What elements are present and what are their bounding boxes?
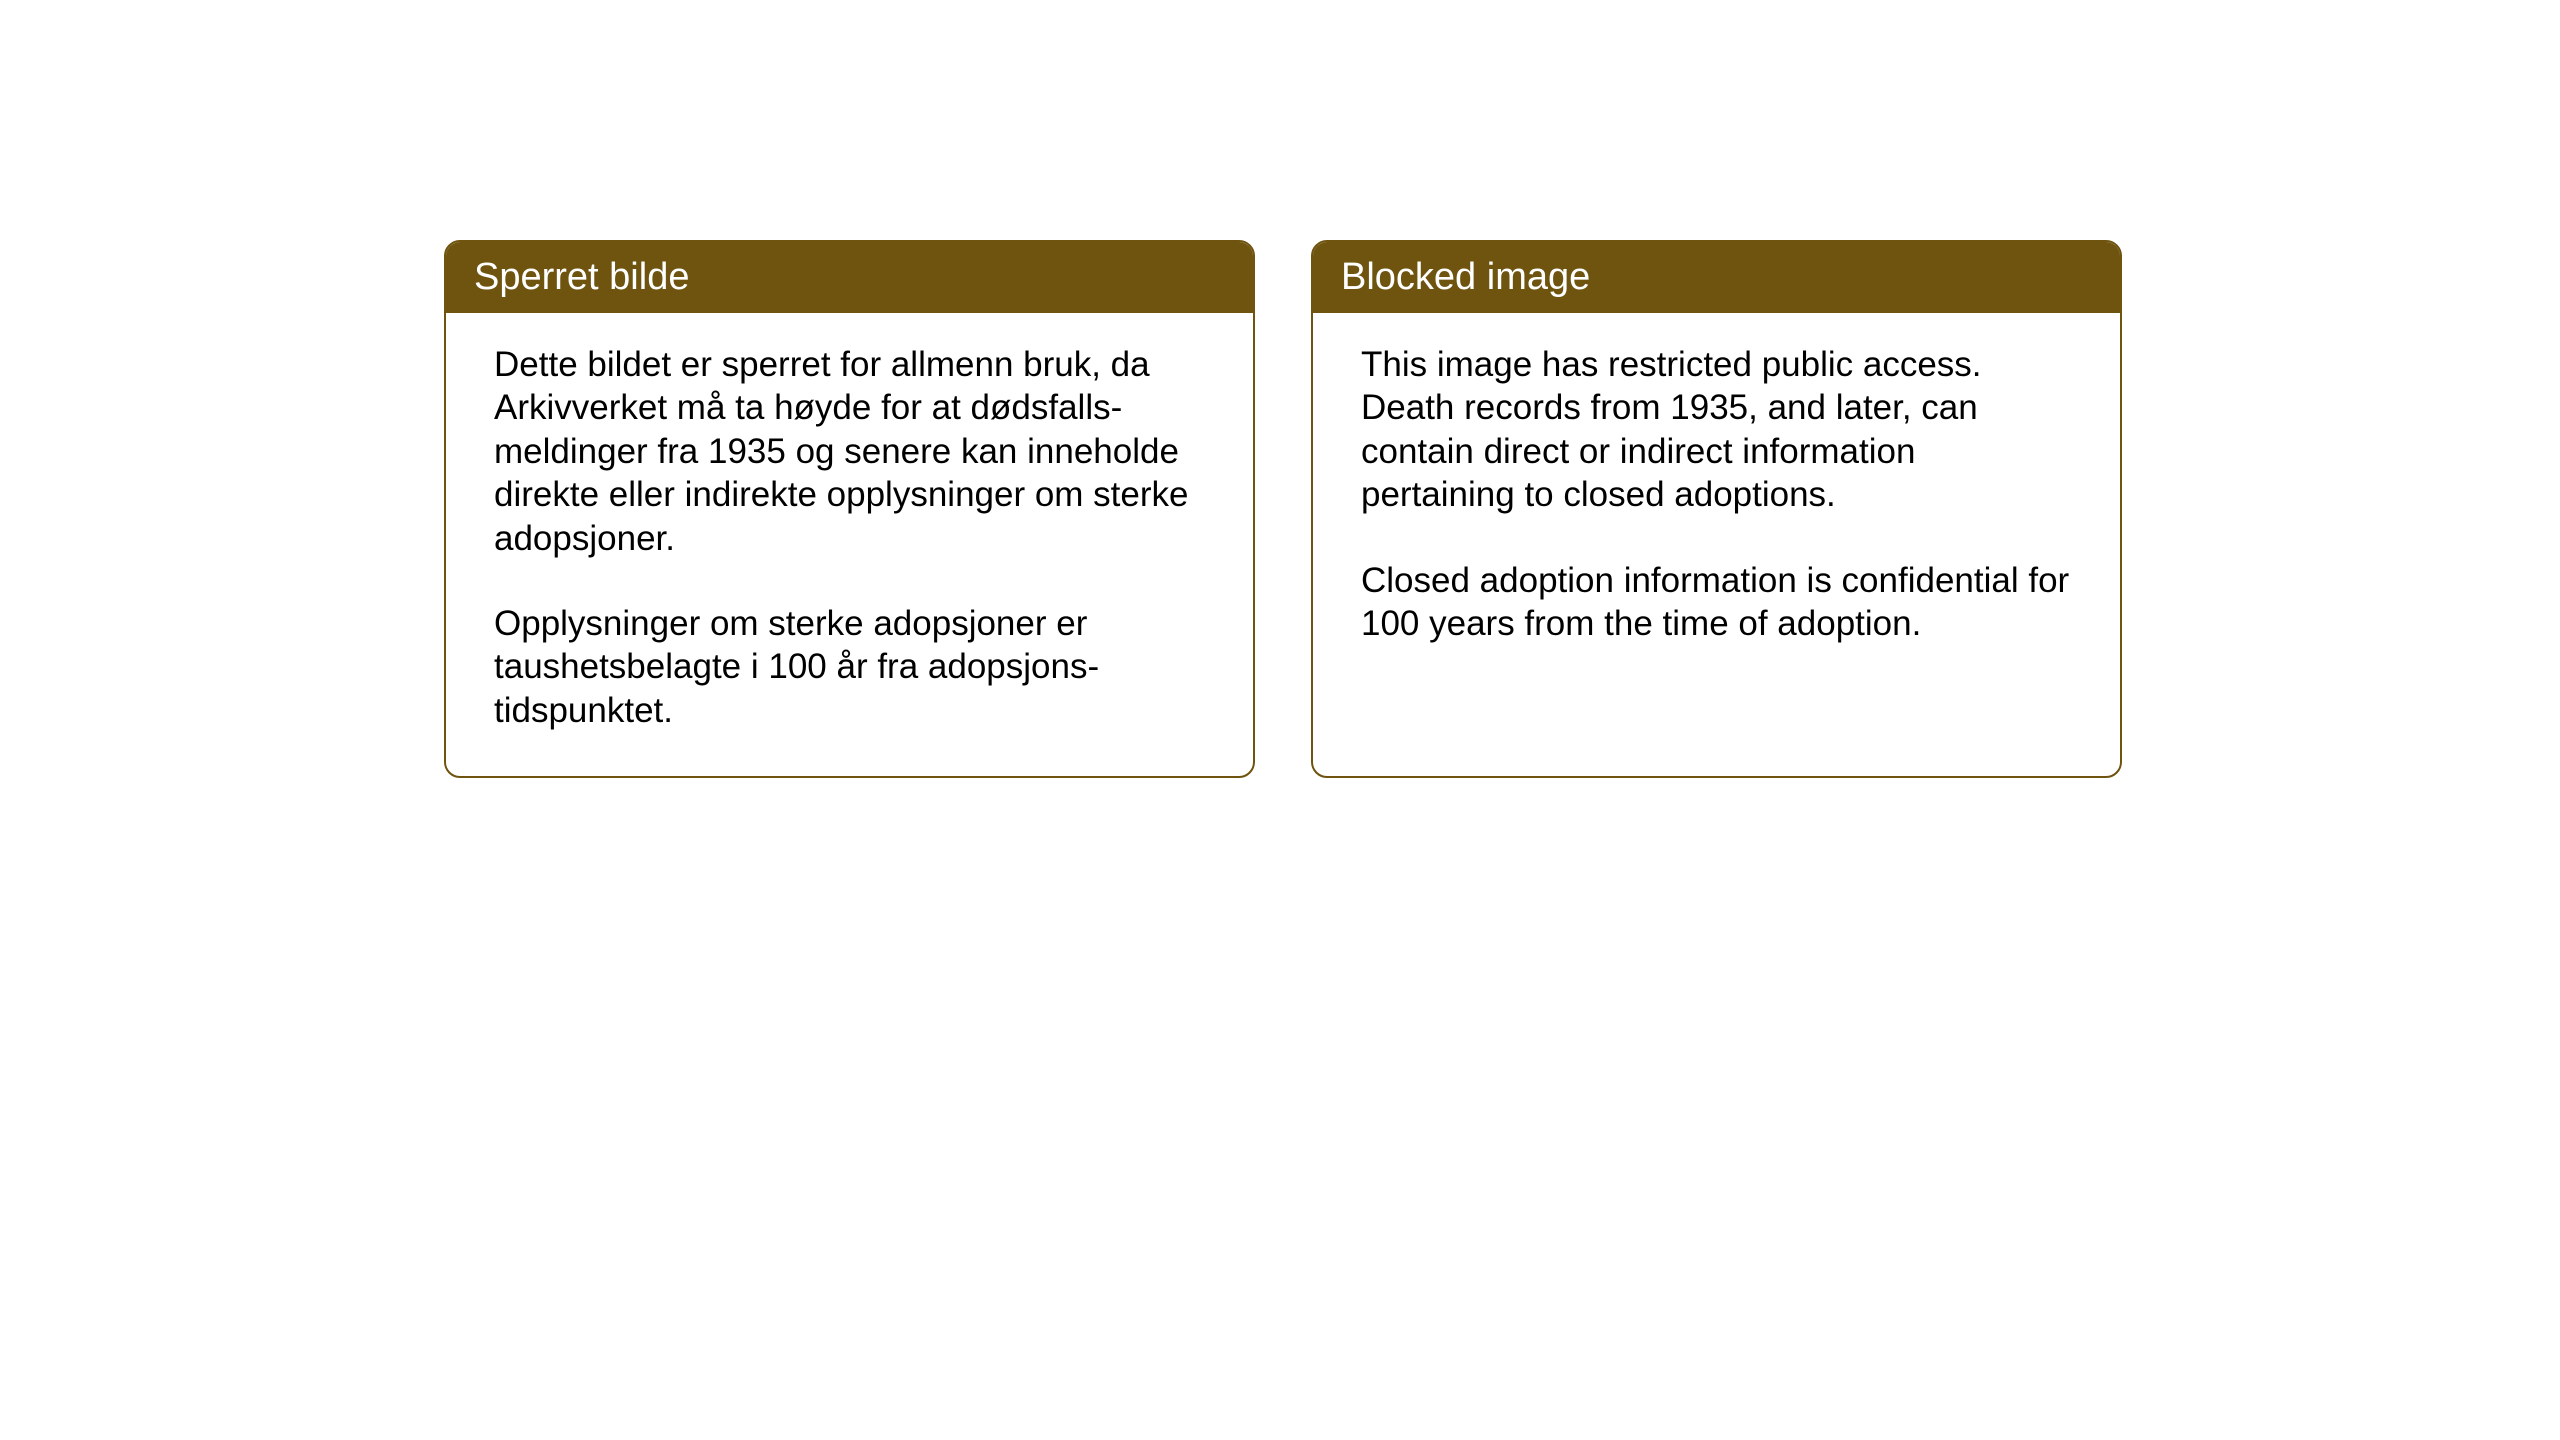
card-body-norwegian: Dette bildet er sperret for allmenn bruk… [446, 313, 1253, 776]
card-header-norwegian: Sperret bilde [446, 242, 1253, 313]
card-header-english: Blocked image [1313, 242, 2120, 313]
card-paragraph-1-norwegian: Dette bildet er sperret for allmenn bruk… [494, 343, 1205, 560]
notice-container: Sperret bilde Dette bildet er sperret fo… [444, 240, 2122, 778]
card-paragraph-2-norwegian: Opplysninger om sterke adopsjoner er tau… [494, 602, 1205, 732]
card-paragraph-1-english: This image has restricted public access.… [1361, 343, 2072, 517]
card-title-norwegian: Sperret bilde [474, 256, 689, 298]
card-paragraph-2-english: Closed adoption information is confident… [1361, 559, 2072, 646]
card-title-english: Blocked image [1341, 256, 1590, 298]
card-body-english: This image has restricted public access.… [1313, 313, 2120, 765]
notice-card-english: Blocked image This image has restricted … [1311, 240, 2122, 778]
notice-card-norwegian: Sperret bilde Dette bildet er sperret fo… [444, 240, 1255, 778]
